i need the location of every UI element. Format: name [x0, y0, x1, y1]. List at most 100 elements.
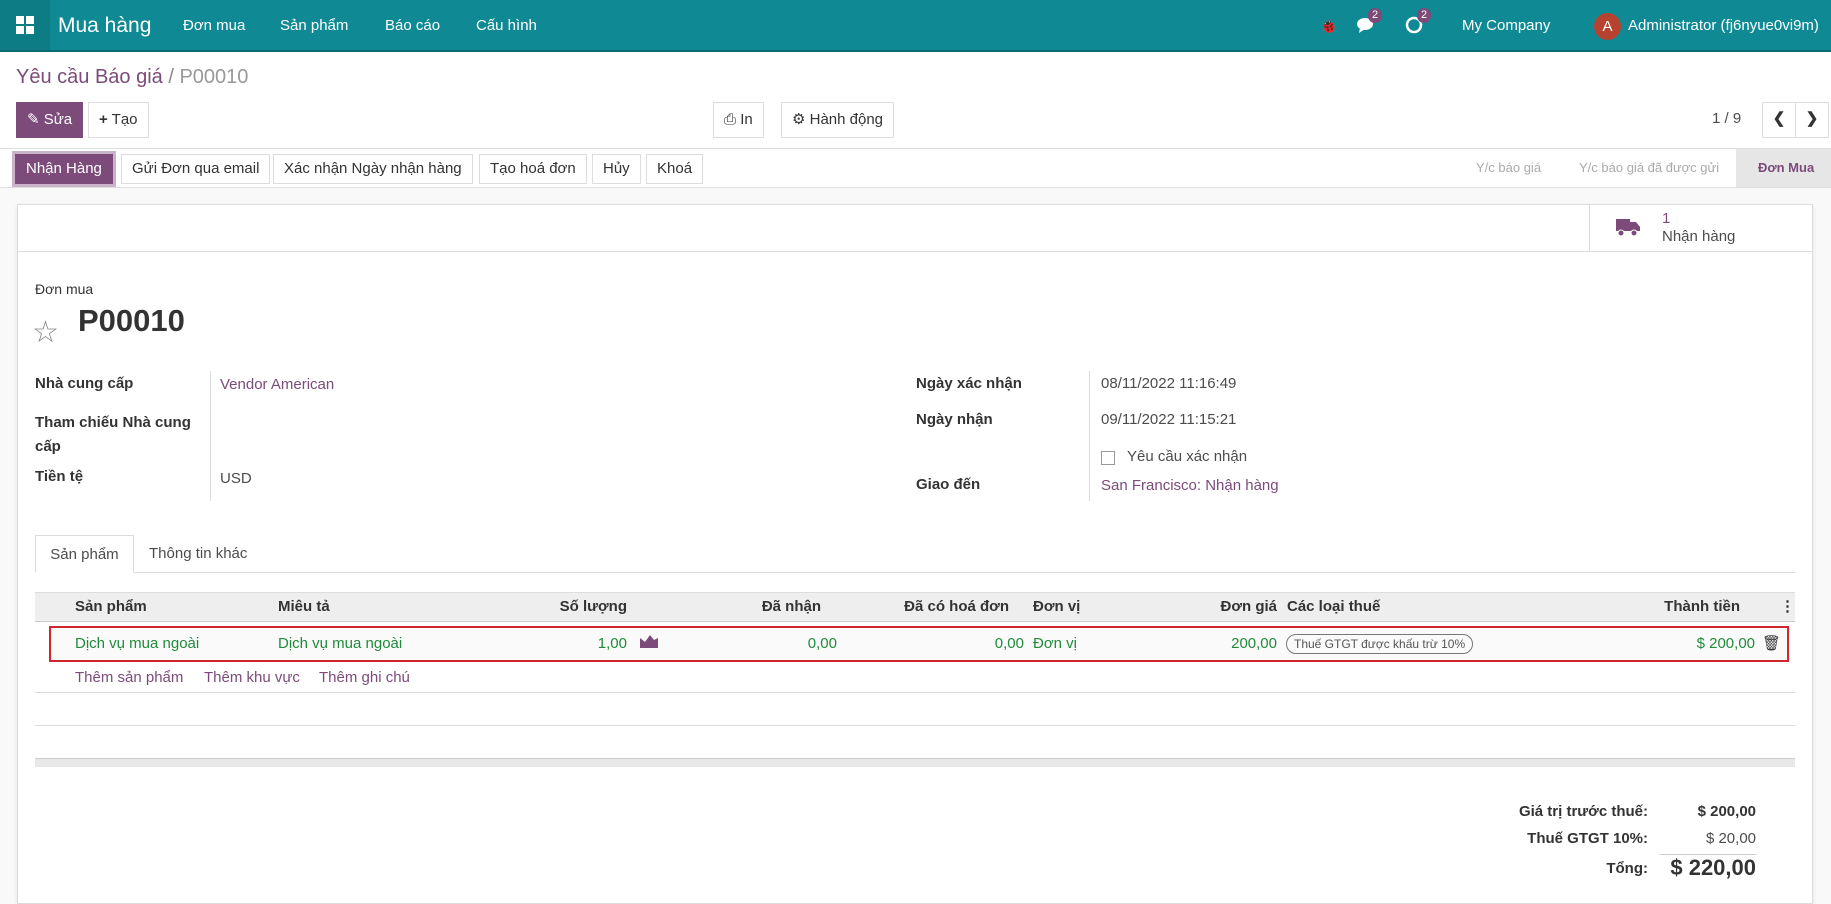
- trash-icon[interactable]: 🗑: [1762, 635, 1782, 652]
- status-bar: Nhận Hàng Gửi Đơn qua email Xác nhận Ngà…: [0, 149, 1831, 188]
- user-menu[interactable]: Administrator (fj6nyue0vi9m): [1628, 17, 1819, 34]
- col-quantity[interactable]: Số lượng: [559, 598, 627, 615]
- receipt-stat-button[interactable]: 1 Nhận hàng: [1589, 205, 1812, 251]
- create-label: Tạo: [111, 111, 138, 128]
- menu-don-mua[interactable]: Đơn mua: [183, 17, 246, 34]
- stage-purchase-order[interactable]: Đơn Mua: [1758, 160, 1815, 175]
- table-row[interactable]: [49, 626, 1789, 662]
- col-uom[interactable]: Đơn vị: [1033, 598, 1081, 615]
- row-invoiced: 0,00: [994, 635, 1024, 652]
- confirm-date-label: Ngày xác nhận: [916, 375, 1022, 392]
- total-label: Tổng:: [1606, 860, 1648, 877]
- menu-cau-hinh[interactable]: Cấu hình: [476, 17, 537, 34]
- confirm-receipt-date-button[interactable]: Xác nhận Ngày nhận hàng: [273, 154, 473, 184]
- row-subtotal: $ 200,00: [1696, 635, 1755, 652]
- menu-san-pham[interactable]: Sản phẩm: [280, 17, 349, 34]
- receipt-label: Nhận hàng: [1662, 228, 1736, 245]
- print-label: In: [740, 111, 753, 128]
- top-navbar: Mua hàng Đơn mua Sản phẩm Báo cáo Cấu hì…: [0, 0, 1831, 52]
- total-value: $ 220,00: [1660, 854, 1756, 881]
- col-subtotal[interactable]: Thành tiền: [1664, 598, 1740, 615]
- activities-badge: 2: [1417, 8, 1432, 23]
- receive-products-button[interactable]: Nhận Hàng: [12, 151, 116, 187]
- activities-icon[interactable]: 2: [1405, 8, 1432, 38]
- row-quantity[interactable]: 1,00: [597, 635, 627, 652]
- row-uom[interactable]: Đơn vị: [1033, 635, 1078, 652]
- field-divider: [1089, 371, 1090, 501]
- control-panel: Yêu cầu Báo giá / P00010 ✎ Sửa + Tạo ⎙ I…: [0, 52, 1831, 149]
- vendor-label: Nhà cung cấp: [35, 375, 134, 392]
- col-invoiced[interactable]: Đã có hoá đơn: [904, 598, 1009, 615]
- print-button[interactable]: ⎙ In: [713, 102, 764, 138]
- deliver-to-label: Giao đến: [916, 476, 981, 493]
- tax-tag[interactable]: Thuế GTGT được khấu trừ 10%: [1286, 634, 1474, 654]
- add-section-link[interactable]: Thêm khu vực: [204, 669, 300, 686]
- gear-icon: ⚙: [792, 111, 806, 128]
- confirm-date-field[interactable]: 08/11/2022 11:16:49: [1101, 375, 1237, 392]
- order-name: P00010: [78, 303, 185, 338]
- field-divider: [210, 371, 211, 501]
- pager-previous-button[interactable]: ❮: [1762, 102, 1796, 138]
- tabs-bar: [35, 572, 1795, 573]
- untaxed-label: Giá trị trước thuế:: [1518, 803, 1648, 820]
- col-unit-price[interactable]: Đơn giá: [1220, 598, 1278, 615]
- apps-menu-icon[interactable]: [0, 0, 50, 50]
- receipt-date-label: Ngày nhận: [916, 411, 993, 428]
- form-type-label: Đơn mua: [35, 281, 94, 297]
- send-po-email-button[interactable]: Gửi Đơn qua email: [121, 154, 271, 184]
- col-description[interactable]: Miêu tả: [278, 598, 330, 615]
- company-switcher[interactable]: My Company: [1462, 17, 1551, 34]
- row-description[interactable]: Dịch vụ mua ngoài: [278, 635, 403, 652]
- pager-next-button[interactable]: ❯: [1795, 102, 1829, 138]
- form-sheet: 1 Nhận hàng Đơn mua ☆ P00010 Nhà cung cấ…: [17, 204, 1813, 904]
- breadcrumb-separator: /: [168, 66, 174, 88]
- menu-bao-cao[interactable]: Báo cáo: [385, 17, 441, 34]
- col-taxes[interactable]: Các loại thuế: [1287, 598, 1381, 615]
- breadcrumb: Yêu cầu Báo giá / P00010: [16, 66, 248, 89]
- receipt-date-field[interactable]: 09/11/2022 11:15:21: [1101, 411, 1237, 428]
- col-product[interactable]: Sản phẩm: [75, 598, 147, 615]
- vendor-ref-label: Tham chiếu Nhà cung cấp: [35, 414, 191, 455]
- forecast-chart-icon[interactable]: [640, 628, 658, 660]
- edit-button[interactable]: ✎ Sửa: [16, 102, 84, 138]
- ask-confirm-checkbox[interactable]: [1101, 451, 1115, 465]
- untaxed-value: $ 200,00: [1697, 803, 1756, 820]
- avatar[interactable]: A: [1594, 13, 1621, 40]
- deliver-to-field[interactable]: San Francisco: Nhận hàng: [1101, 477, 1279, 494]
- messages-icon[interactable]: 2: [1356, 8, 1383, 38]
- receipt-count: 1: [1662, 210, 1671, 227]
- tab-other-info[interactable]: Thông tin khác: [149, 545, 248, 562]
- vendor-field[interactable]: Vendor American: [220, 376, 335, 393]
- breadcrumb-parent[interactable]: Yêu cầu Báo giá: [16, 66, 163, 88]
- star-favorite-icon[interactable]: ☆: [32, 316, 59, 349]
- table-footer: [35, 758, 1795, 767]
- row-received: 0,00: [807, 635, 837, 652]
- tab-products[interactable]: Sản phẩm: [35, 535, 134, 573]
- debug-bug-icon[interactable]: 🐞: [1320, 18, 1338, 34]
- create-bill-button[interactable]: Tạo hoá đơn: [479, 154, 587, 184]
- pager-value[interactable]: 1 / 9: [1712, 110, 1742, 127]
- table-header: [35, 592, 1795, 622]
- action-button[interactable]: ⚙ Hành động: [781, 102, 895, 138]
- col-received[interactable]: Đã nhận: [761, 598, 821, 615]
- ask-confirm-label: Yêu cầu xác nhận: [1127, 448, 1248, 465]
- row-unit-price[interactable]: 200,00: [1231, 635, 1277, 652]
- stage-rfq[interactable]: Y/c báo giá: [1476, 160, 1542, 175]
- truck-icon: [1616, 217, 1640, 241]
- table-empty-row: [35, 660, 1795, 693]
- cancel-button[interactable]: Hủy: [592, 154, 641, 184]
- currency-field[interactable]: USD: [220, 470, 252, 487]
- lock-button[interactable]: Khoá: [646, 154, 704, 184]
- messages-badge: 2: [1368, 8, 1383, 23]
- breadcrumb-current: P00010: [179, 66, 249, 88]
- edit-label: Sửa: [43, 111, 73, 128]
- app-title[interactable]: Mua hàng: [58, 14, 152, 37]
- row-product[interactable]: Dịch vụ mua ngoài: [75, 635, 200, 652]
- create-button[interactable]: + Tạo: [88, 102, 149, 138]
- add-note-link[interactable]: Thêm ghi chú: [319, 669, 410, 686]
- add-product-link[interactable]: Thêm sản phẩm: [75, 669, 184, 686]
- plus-icon: +: [99, 111, 108, 128]
- pencil-icon: ✎: [27, 111, 40, 128]
- column-options-icon[interactable]: ⋮: [1780, 598, 1795, 615]
- stage-rfq-sent[interactable]: Y/c báo giá đã được gửi: [1579, 160, 1720, 175]
